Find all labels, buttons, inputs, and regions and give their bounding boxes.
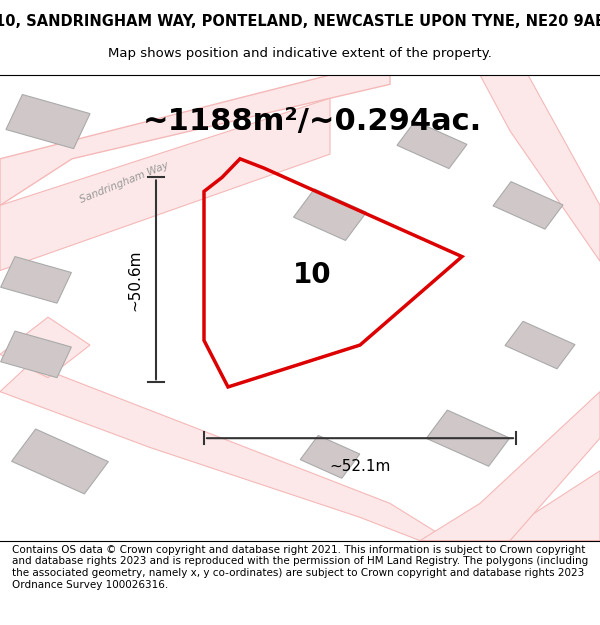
Text: Map shows position and indicative extent of the property.: Map shows position and indicative extent… <box>108 48 492 61</box>
Text: ~1188m²/~0.294ac.: ~1188m²/~0.294ac. <box>142 107 482 136</box>
Text: ~52.1m: ~52.1m <box>329 459 391 474</box>
Text: ~50.6m: ~50.6m <box>128 249 143 311</box>
Text: Contains OS data © Crown copyright and database right 2021. This information is : Contains OS data © Crown copyright and d… <box>12 545 588 589</box>
Polygon shape <box>427 410 509 466</box>
Polygon shape <box>397 121 467 169</box>
Polygon shape <box>505 321 575 369</box>
Polygon shape <box>6 94 90 149</box>
Text: 10, SANDRINGHAM WAY, PONTELAND, NEWCASTLE UPON TYNE, NE20 9AE: 10, SANDRINGHAM WAY, PONTELAND, NEWCASTL… <box>0 14 600 29</box>
Polygon shape <box>293 189 367 241</box>
Text: 10: 10 <box>293 261 331 289</box>
Polygon shape <box>492 471 600 541</box>
Polygon shape <box>1 331 71 378</box>
Polygon shape <box>300 436 360 478</box>
Polygon shape <box>493 182 563 229</box>
Polygon shape <box>11 429 109 494</box>
Polygon shape <box>420 392 600 541</box>
Text: Sandringham Way: Sandringham Way <box>78 159 170 204</box>
Polygon shape <box>0 98 330 271</box>
Polygon shape <box>0 364 450 541</box>
Polygon shape <box>468 75 600 261</box>
Polygon shape <box>0 317 90 378</box>
Polygon shape <box>0 75 390 206</box>
Polygon shape <box>1 257 71 303</box>
